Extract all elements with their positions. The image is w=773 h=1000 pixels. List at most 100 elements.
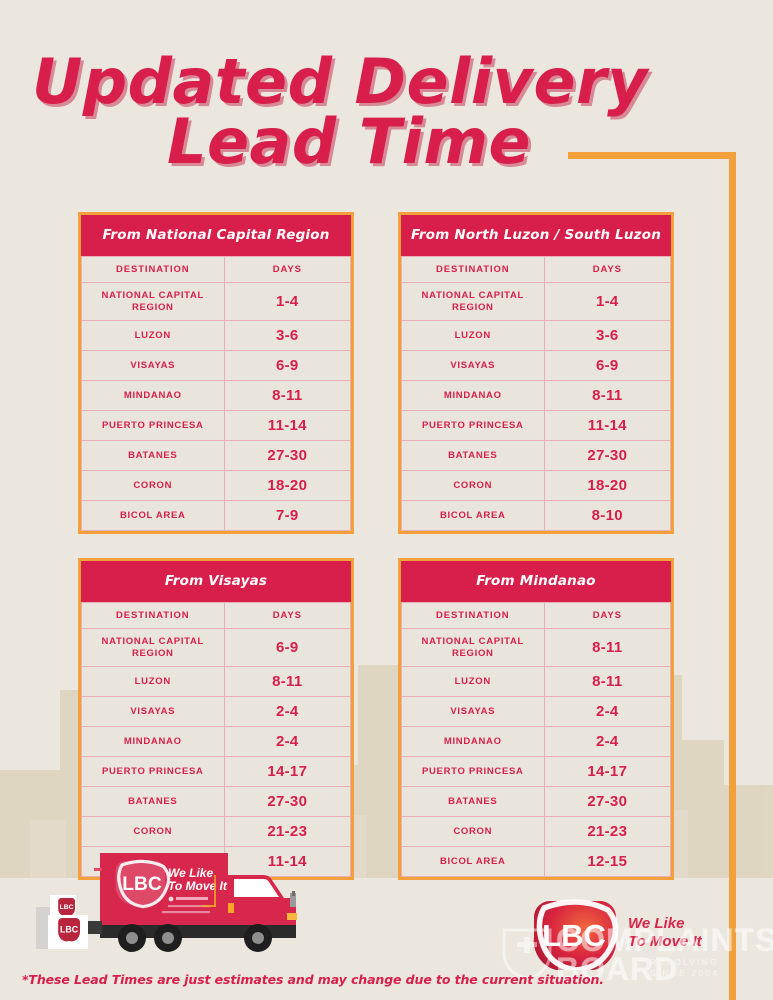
cell-days: 12-15 (543, 846, 672, 878)
svg-text:We Like: We Like (628, 915, 684, 932)
cell-days: 14-17 (543, 756, 672, 788)
lead-time-tables-grid: From National Capital Region DESTINATION D… (78, 212, 678, 881)
table-row: VISAYAS 2-4 (81, 696, 352, 728)
table-row: MINDANAO 2-4 (401, 726, 672, 758)
cell-days: 27-30 (223, 440, 352, 472)
column-header-days: DAYS (543, 602, 672, 630)
svg-text:To Move It: To Move It (628, 933, 703, 950)
svg-text:LBC: LBC (542, 918, 606, 953)
cell-days: 7-9 (223, 500, 352, 532)
cell-days: 27-30 (223, 786, 352, 818)
table-row: BICOL AREA 12-15 (401, 846, 672, 878)
cell-destination: VISAYAS (81, 350, 225, 382)
cell-days: 27-30 (543, 440, 672, 472)
lbc-shield-icon: LBC (533, 899, 619, 970)
table-row: CORON 21-23 (81, 816, 352, 848)
table-row: BATANES 27-30 (81, 440, 352, 472)
table-row: NATIONAL CAPITAL REGION 6-9 (81, 628, 352, 668)
cell-days: 1-4 (543, 281, 672, 322)
table-row: PUERTO PRINCESA 14-17 (401, 756, 672, 788)
cell-destination: VISAYAS (401, 696, 545, 728)
cell-destination: CORON (401, 816, 545, 848)
cell-destination: NATIONAL CAPITAL REGION (81, 628, 225, 668)
cell-destination: NATIONAL CAPITAL REGION (81, 281, 225, 322)
cell-days: 8-10 (543, 500, 672, 532)
table-row: CORON 21-23 (401, 816, 672, 848)
lead-time-card: From Visayas DESTINATION DAYS NATIONAL CAPI… (78, 558, 354, 881)
cell-days: 2-4 (543, 696, 672, 728)
page-title: Updated Delivery Lead Time (0, 45, 680, 179)
table-row: CORON 18-20 (81, 470, 352, 502)
delivery-truck-illustration: LBC LBC LBC We Like To Move It (36, 853, 297, 952)
cell-days: 6-9 (223, 350, 352, 382)
lead-time-table: DESTINATION DAYS NATIONAL CAPITAL REGION 6-… (81, 602, 352, 878)
footnote-disclaimer: *These Lead Times are just estimates and… (22, 972, 604, 987)
lead-time-card-title: From North Luzon / South Luzon (401, 215, 671, 256)
cell-days: 14-17 (223, 756, 352, 788)
cell-days: 18-20 (223, 470, 352, 502)
lead-time-card: From Mindanao DESTINATION DAYS NATIONAL CAP… (398, 558, 674, 881)
cell-destination: CORON (81, 470, 225, 502)
cell-destination: BATANES (81, 440, 225, 472)
lbc-logo: LBC We Like To Move It (533, 899, 703, 970)
cell-destination: BICOL AREA (401, 846, 545, 878)
column-header-destination: DESTINATION (401, 256, 545, 283)
cell-destination: LUZON (81, 666, 225, 698)
table-row: MINDANAO 8-11 (81, 380, 352, 412)
cell-destination: PUERTO PRINCESA (81, 410, 225, 442)
cell-days: 18-20 (543, 470, 672, 502)
cell-days: 2-4 (223, 696, 352, 728)
lead-time-table: DESTINATION DAYS NATIONAL CAPITAL REGION 8-… (401, 602, 672, 878)
lead-time-card: From National Capital Region DESTINATION D… (78, 212, 354, 535)
table-row: PUERTO PRINCESA 14-17 (81, 756, 352, 788)
table-row: LUZON 3-6 (81, 320, 352, 352)
table-row: MINDANAO 2-4 (81, 726, 352, 758)
column-header-days: DAYS (223, 602, 352, 630)
decorative-rule-horizontal (568, 152, 736, 159)
cell-days: 21-23 (223, 816, 352, 848)
table-row: LUZON 3-6 (401, 320, 672, 352)
table-row: NATIONAL CAPITAL REGION 1-4 (81, 281, 352, 322)
table-row: LUZON 8-11 (81, 666, 352, 698)
cell-days: 6-9 (543, 350, 672, 382)
cell-destination: BICOL AREA (401, 500, 545, 532)
cell-destination: LUZON (401, 320, 545, 352)
column-header-days: DAYS (223, 256, 352, 283)
cell-destination: LUZON (401, 666, 545, 698)
table-row: BICOL AREA 8-10 (401, 500, 672, 532)
column-header-destination: DESTINATION (81, 256, 225, 283)
cell-days: 2-4 (223, 726, 352, 758)
svg-text:LBC: LBC (60, 925, 79, 935)
table-row: MINDANAO 8-11 (401, 380, 672, 412)
cell-destination: BATANES (81, 786, 225, 818)
table-row: PUERTO PRINCESA 11-14 (81, 410, 352, 442)
cell-destination: MINDANAO (401, 726, 545, 758)
cell-destination: MINDANAO (401, 380, 545, 412)
cell-destination: BATANES (401, 440, 545, 472)
cell-days: 1-4 (223, 281, 352, 322)
cell-days: 2-4 (543, 726, 672, 758)
cell-destination: VISAYAS (81, 696, 225, 728)
cell-days: 3-6 (543, 320, 672, 352)
decorative-rule-vertical (729, 152, 736, 1000)
svg-text:To Move It: To Move It (168, 879, 228, 893)
cell-destination: CORON (81, 816, 225, 848)
cell-days: 6-9 (223, 628, 352, 668)
page-title-line-1: Updated Delivery (31, 45, 649, 118)
cell-destination: PUERTO PRINCESA (401, 756, 545, 788)
cell-days: 8-11 (543, 380, 672, 412)
cell-destination: PUERTO PRINCESA (81, 756, 225, 788)
lead-time-table: DESTINATION DAYS NATIONAL CAPITAL REGION 1-… (401, 256, 672, 532)
cell-destination: BATANES (401, 786, 545, 818)
cell-destination: PUERTO PRINCESA (401, 410, 545, 442)
cell-destination: BICOL AREA (81, 500, 225, 532)
lead-time-card: From North Luzon / South Luzon DESTINATIO… (398, 212, 674, 535)
cell-days: 3-6 (223, 320, 352, 352)
table-row: CORON 18-20 (401, 470, 672, 502)
cell-days: 8-11 (543, 628, 672, 668)
lead-time-card-title: From Mindanao (401, 561, 671, 603)
lead-time-card-title: From Visayas (81, 561, 351, 603)
page-title-line-2: Lead Time (166, 105, 532, 179)
table-row: LUZON 8-11 (401, 666, 672, 698)
cell-days: 11-14 (543, 410, 672, 442)
